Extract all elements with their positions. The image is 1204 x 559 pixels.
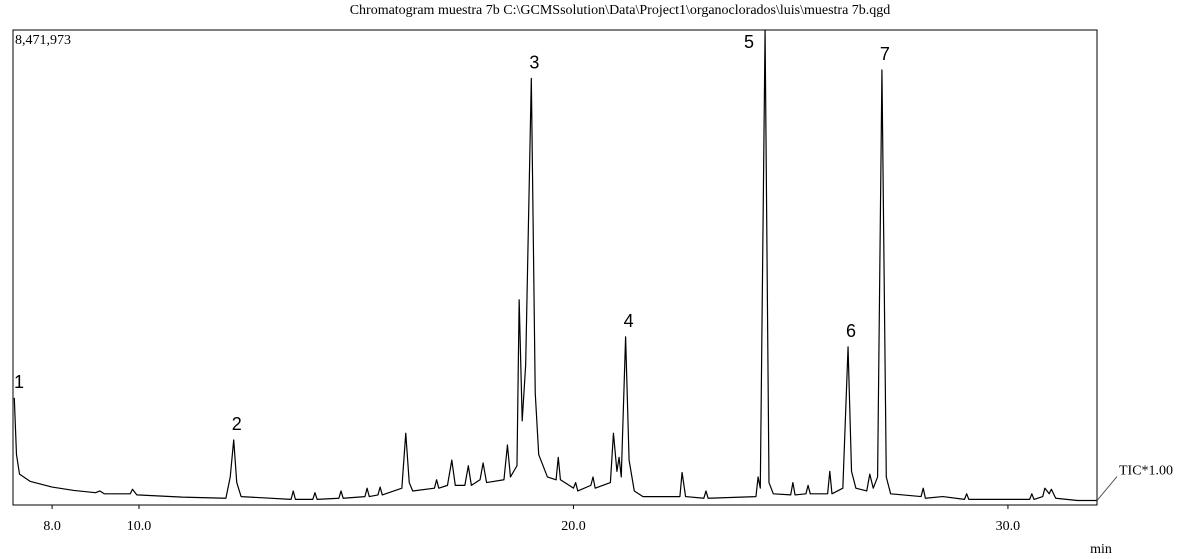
- peak-label: 3: [529, 52, 539, 72]
- x-tick-label: 20.0: [561, 519, 586, 534]
- y-tick-label: 8,471,973: [15, 33, 71, 48]
- series-line: [13, 29, 1097, 502]
- x-axis-label: min: [1090, 542, 1112, 557]
- chart-title: Chromatogram muestra 7b C:\GCMSsolution\…: [350, 3, 891, 18]
- legend-label: TIC*1.00: [1119, 464, 1173, 479]
- plot-frame: [12, 29, 1098, 506]
- peak-label: 2: [232, 414, 242, 434]
- peak-label: 6: [846, 321, 856, 341]
- peak-label: 1: [14, 372, 24, 392]
- peak-label: 7: [880, 44, 890, 64]
- peak-label: 5: [744, 32, 754, 52]
- legend-leader: [1096, 476, 1118, 501]
- x-tick-label: 10.0: [127, 519, 152, 534]
- x-tick-label: 8.0: [43, 519, 61, 534]
- x-tick-label: 30.0: [996, 519, 1021, 534]
- peak-label: 4: [624, 311, 634, 331]
